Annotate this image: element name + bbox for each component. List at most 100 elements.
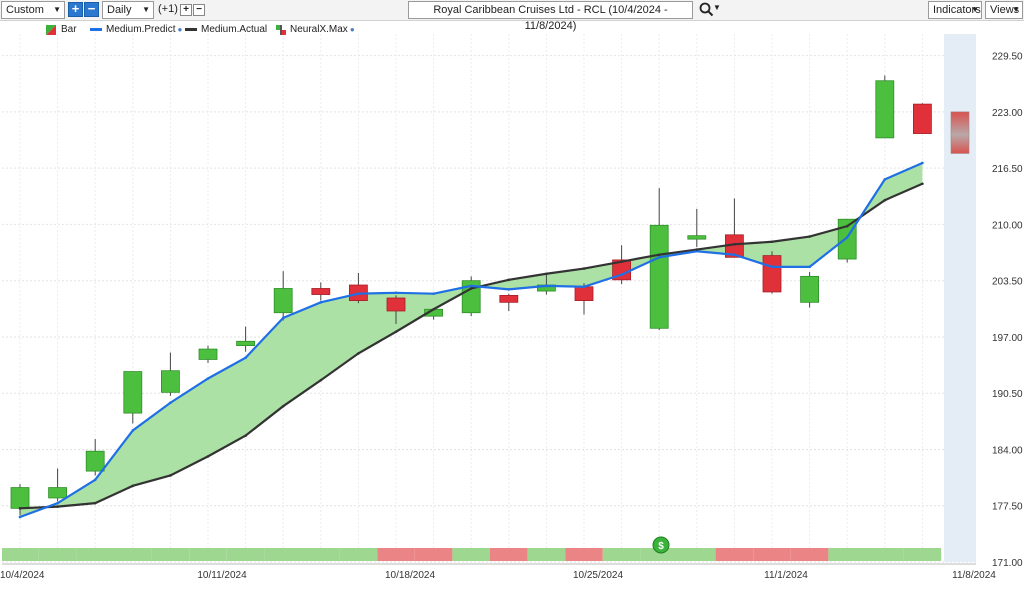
views-button[interactable]: Views ▼ <box>985 1 1023 19</box>
predict-actual-band <box>20 162 923 517</box>
candle <box>386 295 406 324</box>
actual-point <box>883 198 887 202</box>
predict-point <box>93 478 97 482</box>
candle <box>424 308 444 320</box>
predict-point <box>620 273 623 276</box>
candle <box>875 75 895 139</box>
signal-cell <box>452 548 490 561</box>
candle-body <box>10 487 30 509</box>
candle <box>236 326 256 352</box>
zoom-out-button[interactable]: − <box>84 2 99 17</box>
candle-body <box>687 235 707 240</box>
candle-body <box>311 288 331 295</box>
toolbar: Custom ▼ + − Daily ▼ (+1) + − Royal Cari… <box>0 0 1024 32</box>
signal-cell <box>565 548 603 561</box>
legend-item-medium-actual[interactable]: Medium.Actual <box>185 24 267 36</box>
candle <box>612 245 631 285</box>
chevron-down-icon: ▼ <box>142 5 150 14</box>
candle <box>348 272 368 304</box>
y-tick-label: 190.50 <box>992 389 1023 400</box>
y-tick-label: 216.50 <box>992 164 1023 175</box>
signal-cell <box>226 548 265 561</box>
search-icon[interactable] <box>698 1 716 19</box>
candle <box>160 352 180 396</box>
candle <box>800 272 819 308</box>
candle-body <box>123 371 143 414</box>
predict-point <box>394 291 398 295</box>
predict-point <box>244 356 247 360</box>
dividend-marker[interactable]: $ <box>652 536 670 554</box>
legend-item-neuralx-max[interactable]: NeuralX.Max ● <box>276 24 355 36</box>
predict-point <box>845 236 849 239</box>
actual-point <box>808 235 811 238</box>
legend-label: Bar <box>61 24 77 35</box>
predict-point <box>657 256 661 259</box>
offset-plus-button[interactable]: + <box>180 4 192 16</box>
chevron-down-icon: ▼ <box>1012 5 1020 14</box>
candle-body <box>875 80 895 139</box>
actual-point <box>620 260 623 263</box>
candle-body <box>499 295 519 303</box>
actual-point <box>357 352 360 355</box>
dollar-icon: $ <box>658 541 664 552</box>
signal-cell <box>189 548 227 561</box>
actual-point <box>18 507 22 510</box>
predict-point <box>883 178 887 181</box>
bar-swatch-icon <box>46 25 56 35</box>
signal-cell <box>527 548 566 561</box>
period-select[interactable]: Custom ▼ <box>1 1 65 19</box>
y-tick-label: 203.50 <box>992 277 1023 288</box>
signal-cell <box>377 548 415 561</box>
candle <box>649 188 669 331</box>
actual-point <box>845 224 849 228</box>
legend-item-medium-predict[interactable]: Medium.Predict ● <box>90 24 182 36</box>
signal-cell <box>2 548 39 561</box>
settings-dot-icon: ● <box>177 25 183 34</box>
line-swatch-icon <box>90 28 102 31</box>
predict-point <box>545 284 548 288</box>
zoom-in-button[interactable]: + <box>68 2 83 17</box>
predict-point <box>507 288 511 291</box>
offset-minus-button[interactable]: − <box>193 4 205 16</box>
x-axis: 10/4/2024 10/11/2024 10/18/2024 10/25/2024 1… <box>0 563 996 581</box>
legend-label: NeuralX.Max <box>290 24 348 35</box>
signal-cell <box>76 548 114 561</box>
candle <box>85 439 105 476</box>
interval-select[interactable]: Daily ▼ <box>102 1 154 19</box>
signal-cell <box>715 548 754 561</box>
indicators-button[interactable]: Indicators ▼ <box>928 1 982 19</box>
candle <box>687 208 707 247</box>
chart-title[interactable]: Royal Caribbean Cruises Ltd - RCL (10/4/… <box>408 1 693 32</box>
signal-strip <box>2 548 942 561</box>
signal-cell <box>753 548 791 561</box>
predict-point <box>582 285 586 289</box>
actual-point <box>394 330 398 334</box>
actual-point <box>657 253 661 257</box>
actual-point <box>469 287 473 290</box>
signal-cell <box>678 548 716 561</box>
views-label: Views <box>990 4 1020 16</box>
candle-body <box>913 103 932 134</box>
predict-point <box>206 377 210 380</box>
predict-point <box>131 429 135 432</box>
predict-point <box>808 265 811 269</box>
candle-body <box>386 297 406 312</box>
predict-point <box>733 253 736 257</box>
x-tick-label: 10/25/2024 <box>573 570 623 581</box>
candle <box>198 345 218 363</box>
actual-point <box>507 278 511 282</box>
period-select-value: Custom <box>6 4 44 16</box>
y-tick-label: 171.00 <box>992 558 1023 569</box>
dollar-icon-circle <box>652 536 670 554</box>
signal-cell <box>866 548 904 561</box>
y-tick-label: 229.50 <box>992 52 1023 63</box>
predict-point <box>432 292 435 295</box>
interval-select-value: Daily <box>107 4 132 16</box>
chevron-down-icon: ▼ <box>53 5 61 14</box>
predict-point <box>56 501 59 505</box>
signal-cell <box>490 548 528 561</box>
chevron-down-icon[interactable]: ▼ <box>713 3 721 12</box>
actual-point <box>582 267 586 270</box>
legend-item-bar[interactable]: Bar <box>46 24 77 36</box>
